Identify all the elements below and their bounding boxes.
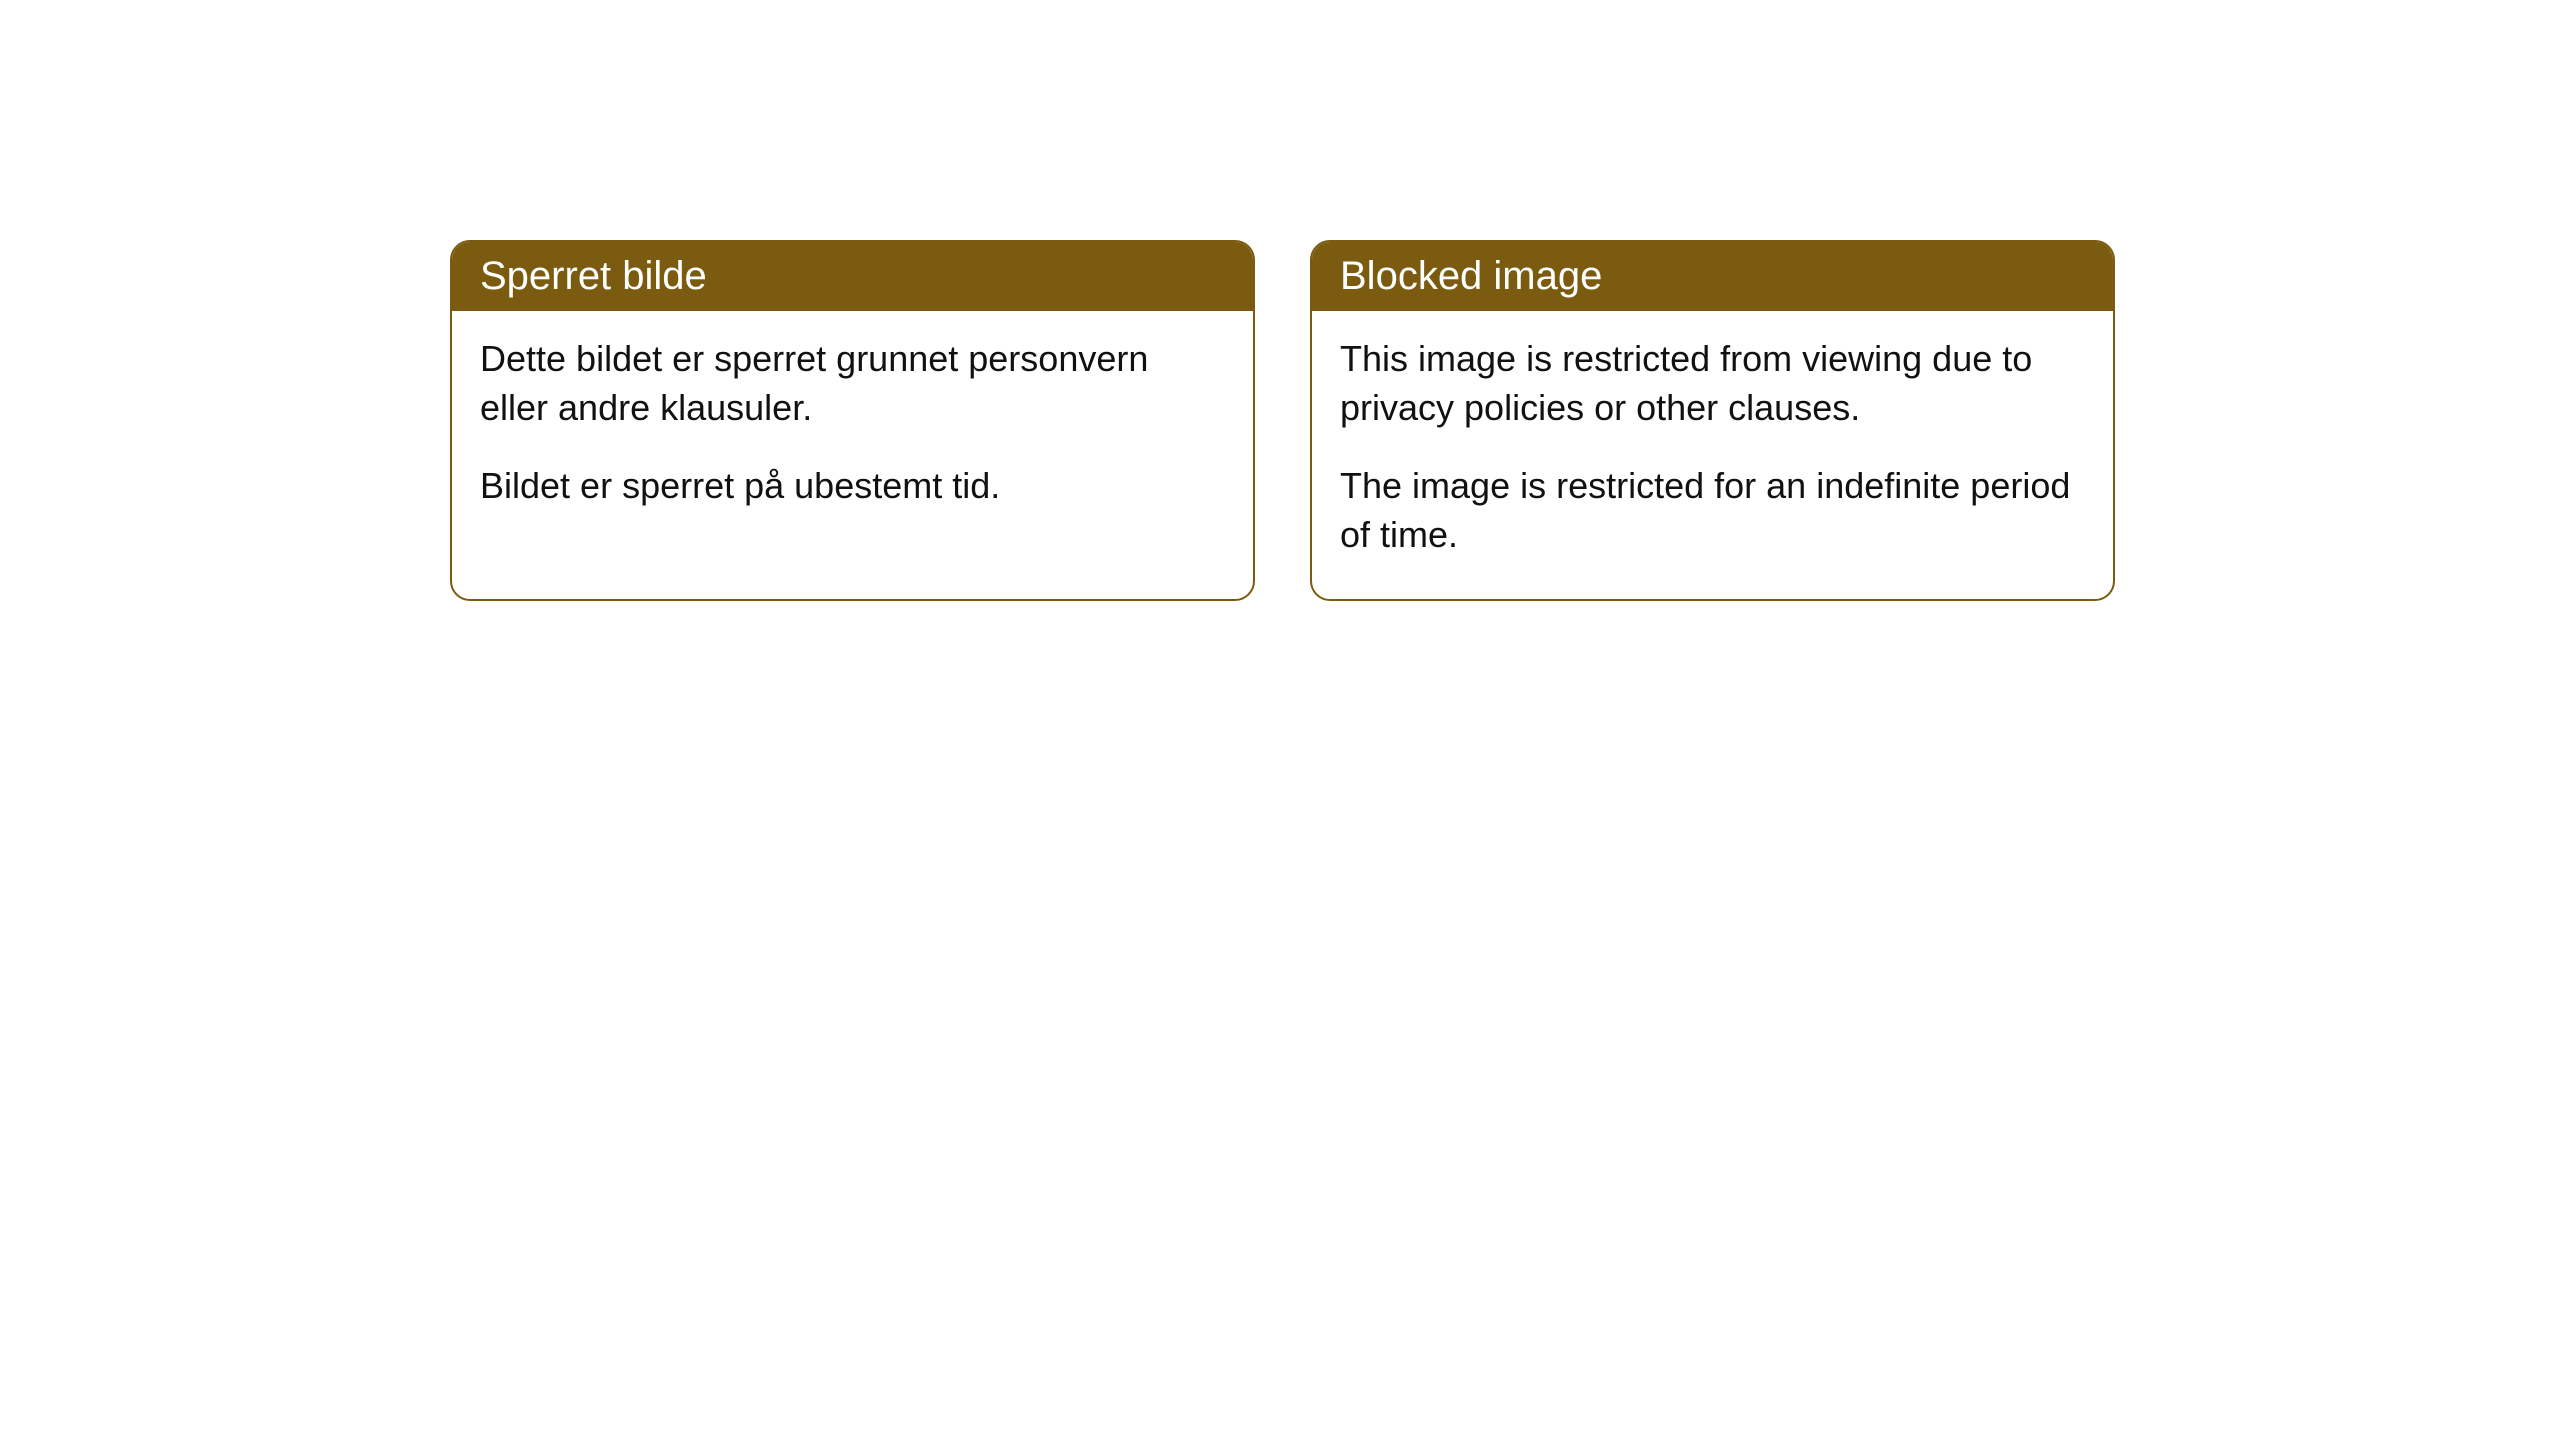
card-body: This image is restricted from viewing du… [1312,311,2113,599]
card-paragraph: Bildet er sperret på ubestemt tid. [480,462,1225,511]
card-header: Blocked image [1312,242,2113,311]
card-paragraph: Dette bildet er sperret grunnet personve… [480,335,1225,432]
notice-cards-container: Sperret bilde Dette bildet er sperret gr… [0,0,2560,601]
card-paragraph: The image is restricted for an indefinit… [1340,462,2085,559]
card-title: Blocked image [1340,254,1602,298]
blocked-image-card-norwegian: Sperret bilde Dette bildet er sperret gr… [450,240,1255,601]
card-paragraph: This image is restricted from viewing du… [1340,335,2085,432]
card-body: Dette bildet er sperret grunnet personve… [452,311,1253,551]
card-title: Sperret bilde [480,254,707,298]
card-header: Sperret bilde [452,242,1253,311]
blocked-image-card-english: Blocked image This image is restricted f… [1310,240,2115,601]
